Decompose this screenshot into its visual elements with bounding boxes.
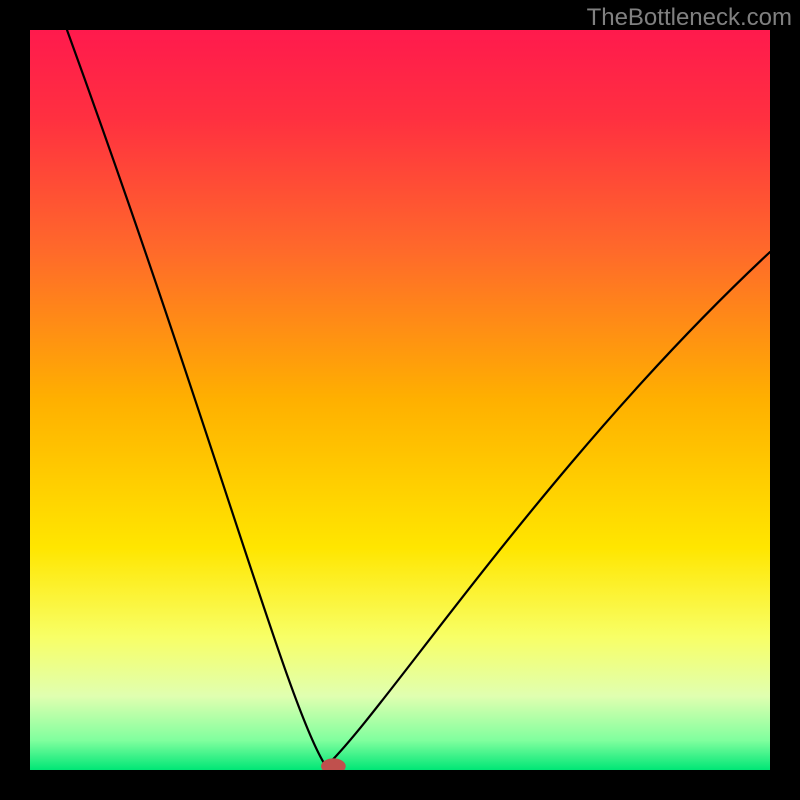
- chart-frame: TheBottleneck.com: [0, 0, 800, 800]
- plot-area: [30, 30, 770, 770]
- watermark-text: TheBottleneck.com: [587, 4, 792, 32]
- bottleneck-curve-chart: [30, 30, 770, 770]
- optimal-point-marker: [322, 759, 346, 770]
- gradient-background: [30, 30, 770, 770]
